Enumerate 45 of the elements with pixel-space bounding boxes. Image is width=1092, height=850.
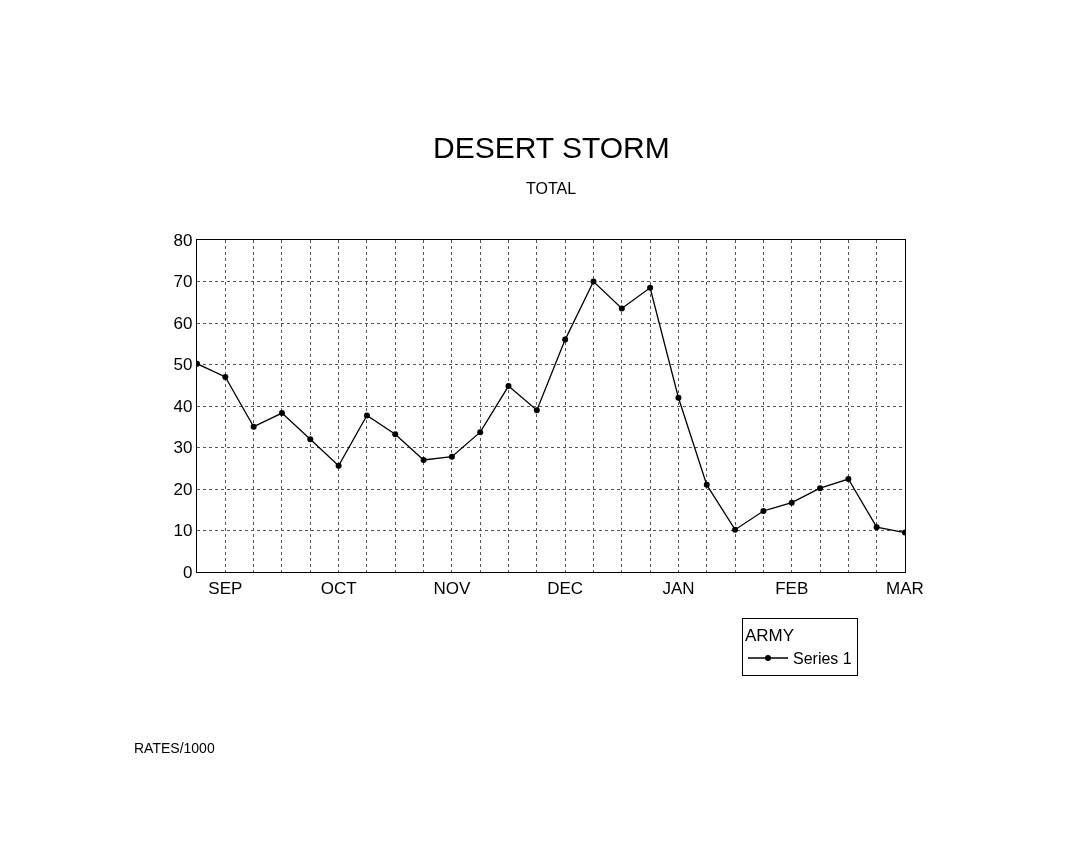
point (562, 336, 569, 343)
point (477, 429, 484, 436)
x-tick-label: NOV (433, 578, 471, 598)
point (505, 383, 512, 390)
point (873, 524, 880, 531)
y-tick-label: 30 (173, 438, 193, 458)
point (448, 453, 455, 460)
chart-subtitle: TOTAL (526, 180, 577, 197)
point (845, 476, 852, 483)
x-tick-label: MAR (886, 578, 924, 598)
y-tick-label: 10 (173, 521, 193, 541)
point (703, 481, 710, 488)
y-tick-label: 20 (173, 479, 193, 499)
point (732, 526, 739, 533)
y-tick-label: 80 (173, 230, 193, 250)
point (363, 412, 370, 419)
y-tick-label: 0 (183, 562, 193, 582)
point (307, 436, 314, 443)
text: RATES/1000 (134, 740, 215, 756)
point (392, 431, 399, 438)
point (590, 278, 597, 285)
point (618, 305, 625, 312)
point (533, 407, 540, 414)
point (335, 462, 342, 469)
y-tick-label: 70 (173, 272, 193, 292)
legend-title: ARMY (745, 626, 795, 646)
point (222, 373, 229, 380)
x-tick-label: FEB (775, 578, 809, 598)
x-tick-label: DEC (547, 578, 584, 598)
point (278, 410, 285, 417)
point (788, 499, 795, 506)
point (250, 423, 257, 430)
y-tick-label: 40 (173, 396, 193, 416)
chart-title: DESERT STORM (433, 131, 670, 164)
point (420, 456, 427, 463)
y-tick-label: 50 (173, 355, 193, 375)
y-tick-label: 60 (173, 313, 193, 333)
point (647, 284, 654, 291)
x-tick-label: SEP (208, 578, 243, 598)
x-tick-label: OCT (320, 578, 357, 598)
point (760, 508, 767, 514)
point (675, 394, 682, 401)
x-tick-label: JAN (662, 578, 695, 598)
legend-label: Series 1 (793, 650, 852, 668)
point (817, 485, 824, 492)
